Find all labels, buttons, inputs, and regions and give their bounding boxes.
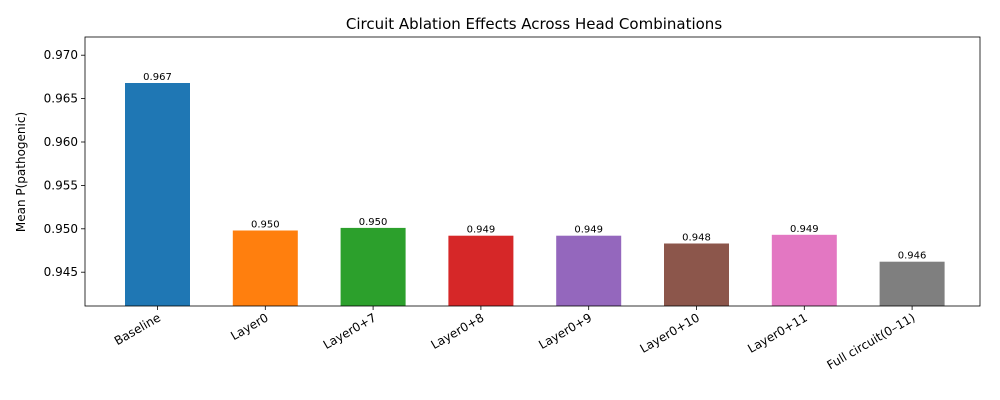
y-tick-label-0: 0.945: [44, 265, 78, 279]
y-tick-label-3: 0.960: [44, 135, 78, 149]
x-tick-label-6: Layer0+11: [745, 310, 810, 355]
x-tick-label-2: Layer0+7: [321, 310, 379, 352]
data-label-3: 0.949: [467, 225, 496, 236]
y-tick-label-5: 0.970: [44, 48, 78, 62]
bar-3: [448, 235, 514, 306]
y-axis-label: Mean P(pathogenic): [14, 112, 28, 232]
bar-7: [879, 261, 945, 306]
chart-title: Circuit Ablation Effects Across Head Com…: [346, 15, 722, 33]
x-tick-label-7: Full circuit(0–11): [824, 310, 917, 372]
bars-group: [125, 83, 945, 306]
x-tick-label-1: Layer0: [228, 310, 271, 343]
data-label-6: 0.949: [790, 224, 819, 235]
x-tick-label-0: Baseline: [112, 310, 163, 348]
data-label-1: 0.950: [251, 220, 280, 231]
y-tick-label-2: 0.955: [44, 178, 78, 192]
bar-0: [125, 83, 190, 306]
plot-frame: [84, 36, 981, 307]
x-axis: Baseline Layer0 Layer0+7 Layer0+8 Layer0+9 La…: [112, 306, 918, 372]
data-label-0: 0.967: [143, 72, 172, 83]
y-tick-label-1: 0.950: [44, 222, 78, 236]
data-label-7: 0.946: [898, 251, 927, 262]
bar-4: [556, 235, 622, 306]
data-label-5: 0.948: [682, 233, 711, 244]
data-label-4: 0.949: [574, 225, 603, 236]
x-tick-label-5: Layer0+10: [637, 310, 702, 355]
bar-6: [771, 234, 837, 306]
y-tick-label-4: 0.965: [44, 92, 78, 106]
x-tick-label-3: Layer0+8: [428, 310, 486, 352]
x-tick-label-4: Layer0+9: [536, 310, 594, 352]
y-axis: 0.945 0.950 0.955 0.960 0.965 0.970: [44, 48, 85, 279]
bar-1: [232, 230, 298, 306]
bar-5: [664, 243, 729, 306]
bar-2: [340, 227, 406, 306]
data-label-2: 0.950: [359, 217, 388, 228]
data-labels-group: 0.967 0.950 0.950 0.949 0.949 0.948 0.949 0.946: [143, 72, 926, 262]
